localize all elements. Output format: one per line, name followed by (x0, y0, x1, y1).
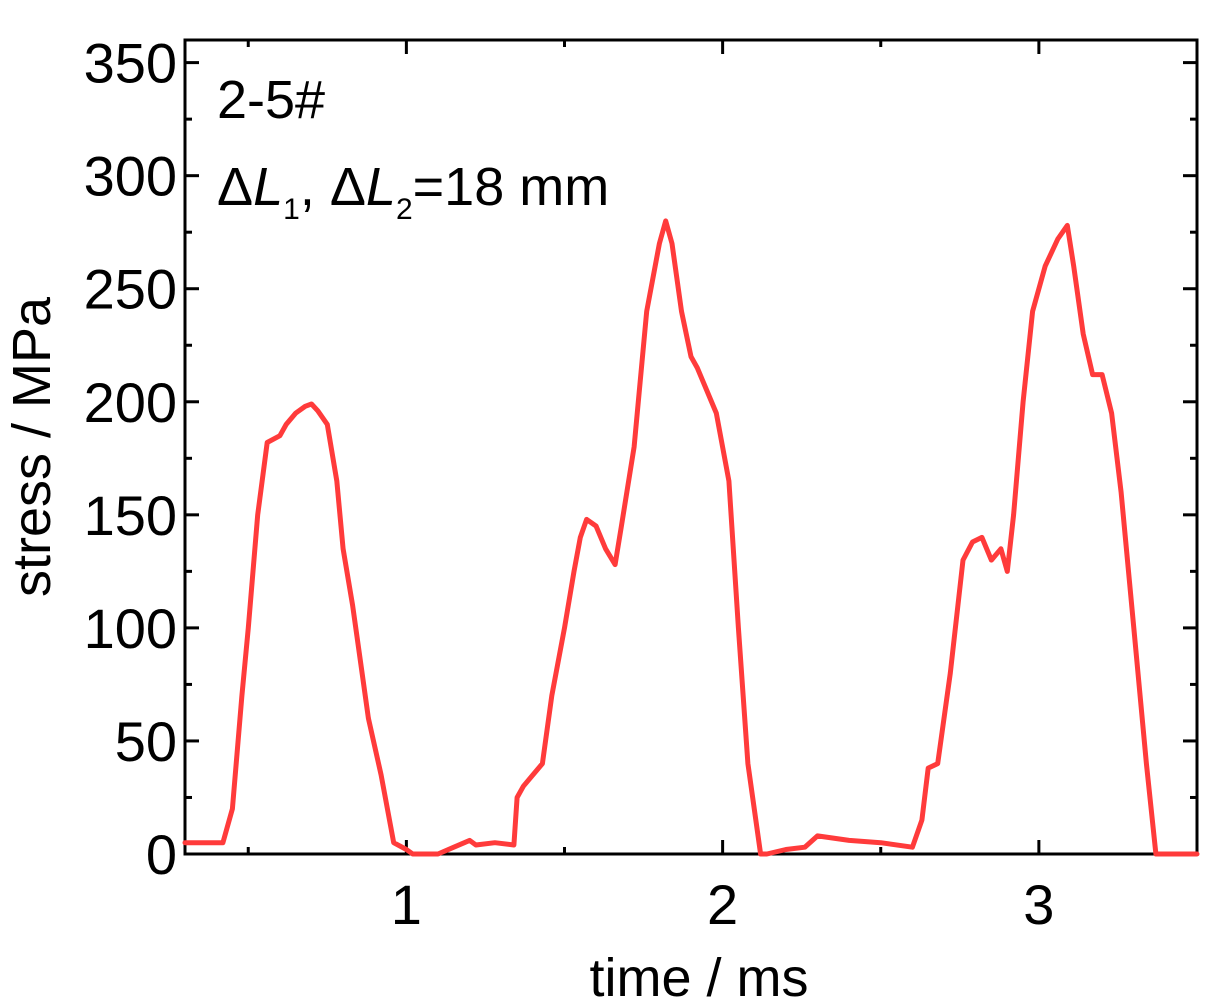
y-tick-label: 50 (115, 710, 177, 773)
delta-symbol-1: Δ (217, 157, 253, 217)
x-axis-title: time / ms (589, 948, 808, 1001)
y-tick-label: 350 (84, 32, 177, 95)
tick-labels: 0 50 100 150 200 250 300 350 1 2 3 (84, 32, 1055, 936)
series-line (182, 218, 1200, 857)
axis-ticks (185, 40, 1197, 856)
y-tick-label: 200 (84, 371, 177, 434)
x-tick-label: 2 (707, 873, 738, 936)
subscript-2: 2 (396, 193, 413, 226)
y-tick-label: 300 (84, 145, 177, 208)
y-tick-label: 150 (84, 484, 177, 547)
y-axis-title: stress / MPa (2, 296, 62, 597)
length-annotation: ΔL1, ΔL2=18 mm (217, 157, 609, 226)
length-symbol-1: L (253, 157, 283, 217)
x-tick-label: 3 (1023, 873, 1054, 936)
annotation-value: =18 mm (413, 157, 610, 217)
delta-symbol-2: Δ (330, 157, 366, 217)
y-tick-label: 100 (84, 597, 177, 660)
length-symbol-2: L (366, 157, 396, 217)
subscript-1: 1 (283, 193, 300, 226)
plot-frame (183, 38, 1199, 856)
y-tick-label: 250 (84, 258, 177, 321)
annotation-separator: , (300, 157, 330, 217)
y-tick-label: 0 (146, 823, 177, 886)
sample-label: 2-5# (217, 70, 325, 130)
x-tick-label: 1 (391, 873, 422, 936)
